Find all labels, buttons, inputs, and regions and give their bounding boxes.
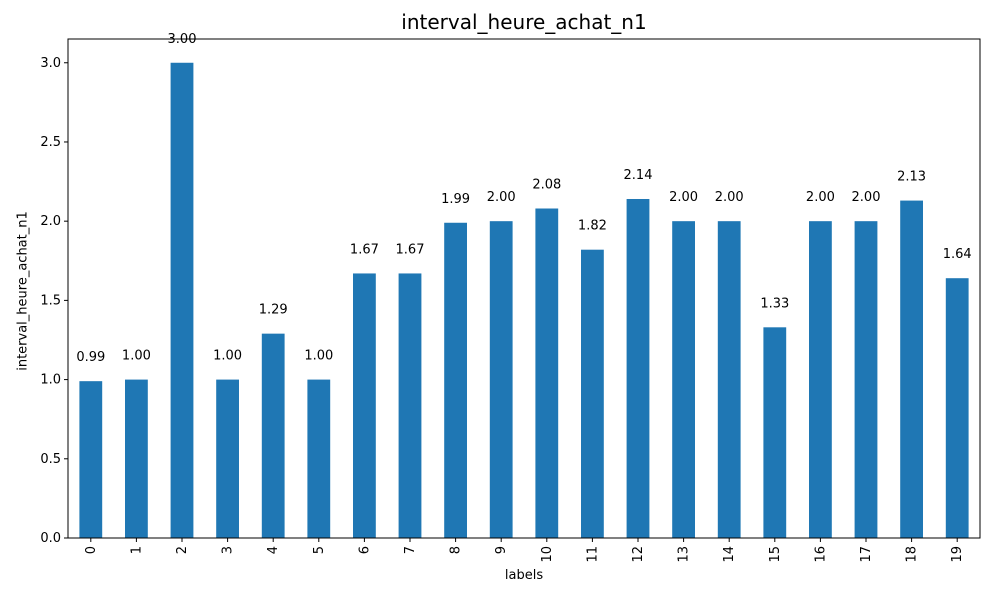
x-tick-label: 2 [175, 546, 190, 554]
data-label: 1.29 [259, 303, 288, 318]
data-label: 1.67 [396, 242, 425, 257]
y-tick-label: 2.5 [40, 135, 61, 150]
x-tick-label: 16 [813, 546, 828, 563]
bar [672, 221, 695, 538]
bar [79, 381, 103, 538]
data-label: 0.99 [76, 350, 105, 365]
bar [717, 221, 741, 538]
y-tick-label: 0.0 [40, 531, 61, 546]
x-tick-label: 12 [631, 546, 646, 563]
data-label: 2.00 [852, 190, 881, 205]
x-tick-label: 10 [540, 546, 555, 563]
x-tick-label: 3 [221, 546, 236, 554]
bar [170, 62, 194, 539]
bar [900, 200, 923, 539]
bar [945, 278, 969, 538]
x-tick-label: 17 [859, 546, 874, 563]
y-axis-label: interval_heure_achat_n1 [15, 211, 31, 371]
plot-frame [67, 38, 981, 539]
bar [581, 249, 604, 538]
x-tick-label: 18 [905, 546, 920, 563]
bar [854, 221, 878, 538]
y-tick-label: 3.0 [40, 56, 61, 71]
x-axis-label: labels [504, 568, 544, 583]
bar [763, 327, 787, 538]
x-tick-label: 15 [768, 546, 783, 563]
x-tick-label: 8 [449, 546, 464, 554]
bar [353, 273, 376, 538]
data-label: 2.00 [669, 190, 698, 205]
data-label: 1.67 [350, 242, 379, 257]
data-label: 1.33 [760, 296, 789, 311]
data-label: 1.00 [122, 349, 151, 364]
data-label: 1.82 [578, 219, 607, 234]
y-tick-label: 2.0 [40, 214, 61, 229]
data-label: 2.14 [624, 168, 653, 183]
bar [398, 273, 422, 538]
y-tick-label: 0.5 [40, 452, 61, 467]
x-tick-label: 0 [84, 546, 99, 554]
data-label: 1.00 [304, 349, 333, 364]
chart-title: interval_heure_achat_n1 [401, 10, 647, 34]
bar [444, 222, 467, 538]
bar [489, 221, 513, 538]
x-tick-label: 4 [266, 546, 281, 554]
data-label: 2.13 [897, 170, 926, 185]
x-tick-label: 13 [677, 546, 692, 563]
x-tick-label: 6 [357, 546, 372, 554]
bar [261, 333, 285, 538]
data-label: 2.00 [806, 190, 835, 205]
data-label: 2.00 [715, 190, 744, 205]
bar [125, 379, 148, 538]
x-tick-label: 11 [585, 546, 600, 563]
bar [216, 379, 239, 538]
data-label: 1.99 [441, 192, 470, 207]
bar [809, 221, 832, 538]
bar [626, 198, 650, 538]
x-tick-label: 14 [722, 546, 737, 563]
x-tick-label: 7 [403, 546, 418, 554]
bar [307, 379, 331, 538]
bar [535, 208, 559, 538]
x-tick-label: 1 [129, 546, 144, 554]
x-tick-label: 9 [494, 546, 509, 554]
x-tick-label: 19 [950, 546, 965, 563]
data-label: 2.08 [532, 178, 561, 193]
x-tick-label: 5 [312, 546, 327, 554]
data-label: 1.64 [943, 247, 972, 262]
y-tick-label: 1.0 [40, 373, 61, 388]
data-label: 1.00 [213, 349, 242, 364]
data-label: 2.00 [487, 190, 516, 205]
y-tick-label: 1.5 [40, 293, 61, 308]
